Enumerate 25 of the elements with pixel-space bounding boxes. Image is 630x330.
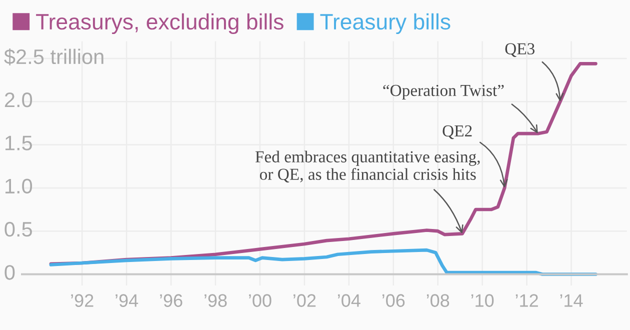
x-tick-label: ’92 [71, 294, 94, 307]
x-tick-label: ’08 [426, 294, 450, 307]
x-tick-label: ’96 [160, 294, 182, 307]
x-tick-label: ’00 [249, 294, 272, 307]
annotation: QE3 [505, 43, 534, 57]
x-tick-label: ’02 [294, 294, 316, 307]
annotation: QE2 [442, 125, 472, 140]
y-tick-label: 1.5 [5, 136, 32, 150]
line-series [49, 248, 598, 276]
x-tick-label: ’12 [516, 294, 538, 307]
x-tick-label: ’10 [471, 294, 494, 307]
legend-label: Treasury bills [320, 13, 450, 34]
y-tick-label: 0 [4, 265, 15, 280]
annotation: Fed embraces quantitative easing, or QE, as the financial crisis hits [255, 150, 480, 182]
annotation: “Operation Twist” [383, 84, 504, 100]
x-tick-label: ’94 [116, 294, 138, 307]
x-tick-label: ’06 [382, 294, 405, 307]
x-tick-label: ’98 [204, 294, 227, 307]
y-tick-label: 1.0 [5, 178, 32, 194]
y-tick-label: 0.5 [4, 222, 32, 237]
y-tick-label: $2.5 trillion [4, 48, 104, 66]
legend-label: Treasurys, excluding bills [36, 13, 284, 34]
x-tick-label: ’14 [560, 294, 583, 307]
y-tick-label: 2.0 [4, 92, 32, 108]
x-tick-label: ’04 [338, 294, 360, 307]
